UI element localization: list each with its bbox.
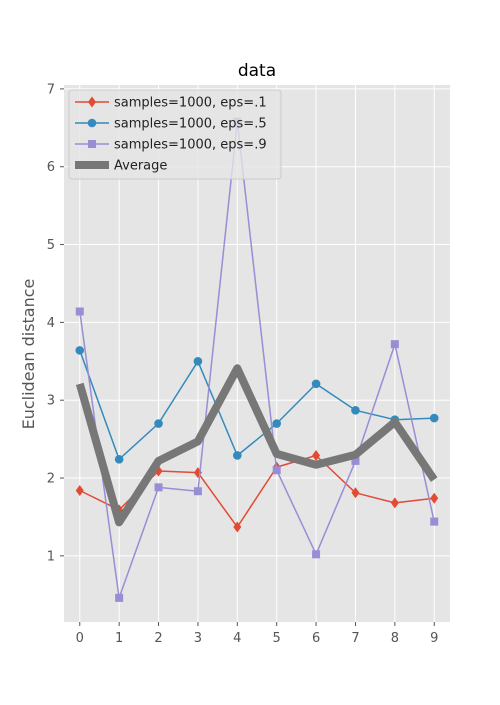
legend-box	[68, 89, 282, 180]
legend-marker	[88, 140, 96, 148]
data-point	[193, 487, 202, 496]
data-point	[390, 497, 399, 509]
data-point	[272, 419, 281, 428]
legend: samples=1000, eps=.1 samples=1000, eps=.5…	[68, 89, 282, 180]
legend-marker	[88, 96, 96, 108]
data-point	[430, 492, 439, 504]
series-group	[75, 117, 439, 602]
data-point	[114, 455, 124, 464]
data-point	[351, 487, 360, 499]
axes: 0 1 2 3 4 5 6 7 8 9 1 2 3 4 5 6 7	[47, 82, 439, 646]
x-tick-label: 8	[391, 631, 399, 646]
data-point	[272, 466, 281, 475]
legend-label: samples=1000, eps=.9	[114, 138, 267, 153]
data-point	[351, 456, 360, 465]
x-tick-label: 5	[273, 631, 281, 646]
data-point	[351, 406, 360, 415]
data-point	[312, 550, 321, 559]
y-tick-label: 7	[47, 82, 55, 97]
series-4	[75, 364, 438, 527]
series-3	[75, 117, 439, 602]
legend-label: Average	[114, 159, 167, 174]
x-tick-label: 7	[351, 631, 359, 646]
series-line	[79, 120, 435, 599]
legend-label: samples=1000, eps=.1	[114, 96, 267, 111]
data-point	[390, 340, 399, 349]
data-point	[233, 451, 242, 460]
y-tick-label: 4	[47, 316, 55, 331]
data-point	[429, 413, 439, 423]
y-axis-label: Euclidean distance	[19, 279, 38, 430]
data-point	[75, 346, 85, 355]
y-tick-label: 1	[47, 549, 55, 564]
y-tick-label: 3	[47, 394, 55, 409]
series-2	[75, 346, 439, 464]
x-tick-label: 0	[76, 631, 84, 646]
x-tick-label: 1	[115, 631, 123, 646]
x-tick-label: 2	[154, 631, 162, 646]
x-tick-label: 9	[430, 631, 438, 646]
data-point	[75, 307, 84, 316]
data-point	[430, 517, 439, 526]
data-point	[312, 449, 321, 461]
y-tick-label: 2	[47, 472, 55, 487]
x-tick-label: 3	[194, 631, 202, 646]
data-point	[115, 593, 124, 602]
data-point	[154, 483, 163, 492]
series-line	[79, 349, 435, 461]
y-tick-label: 5	[47, 238, 55, 253]
y-tick-label: 6	[47, 160, 55, 175]
series-line	[75, 364, 438, 527]
x-tick-label: 4	[233, 631, 241, 646]
x-tick-label: 6	[312, 631, 320, 646]
data-point	[193, 356, 203, 366]
data-point	[311, 379, 321, 389]
legend-marker	[87, 118, 97, 128]
data-point	[233, 521, 242, 533]
chart-title: data	[238, 61, 276, 81]
legend-label: samples=1000, eps=.5	[114, 117, 267, 132]
data-point	[75, 484, 84, 496]
data-point	[154, 419, 163, 428]
